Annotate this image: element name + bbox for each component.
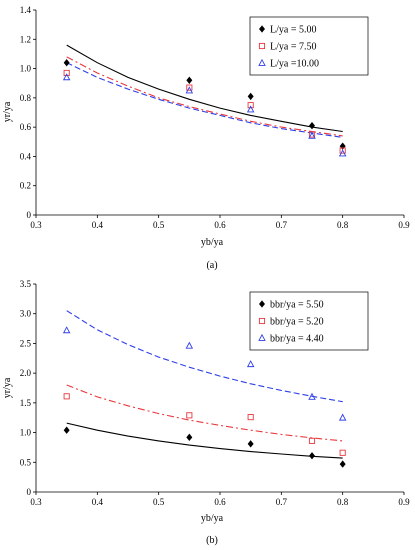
data-point — [308, 131, 316, 139]
x-tick-label: 0.7 — [276, 220, 288, 230]
legend-marker — [258, 58, 266, 66]
data-point — [339, 449, 346, 456]
data-point — [338, 149, 347, 157]
legend: bbr/ya = 5.50 bbr/ya = 5.20 bbr/ya = 4.40 — [249, 291, 369, 351]
y-tick-label: 0.2 — [20, 181, 31, 191]
legend-label: bbr/ya = 5.50 — [270, 300, 324, 311]
data-point — [246, 105, 255, 113]
data-point — [247, 92, 254, 101]
y-axis-label: yr/ya — [2, 377, 13, 398]
y-axis-label: yr/ya — [2, 101, 13, 122]
y-tick-label: 2.5 — [20, 338, 32, 348]
series-fit-line — [66, 384, 343, 442]
y-tick-label: 3.0 — [20, 309, 32, 319]
data-point — [308, 392, 316, 400]
y-tick-label: 0 — [27, 210, 32, 220]
data-point — [247, 414, 254, 421]
legend-label: L/ya = 7.50 — [270, 42, 316, 53]
x-tick-label: 0.9 — [398, 497, 410, 507]
data-point — [63, 426, 70, 434]
series-fit-line — [66, 56, 343, 137]
legend-label: L/ya = 5.00 — [270, 25, 316, 36]
data-point — [186, 84, 193, 91]
legend-marker — [259, 25, 265, 33]
y-tick-label: 1.5 — [20, 398, 32, 408]
y-tick-label: 0 — [27, 487, 32, 497]
x-tick-label: 0.5 — [153, 220, 165, 230]
y-tick-label: 1.4 — [20, 5, 32, 15]
data-point — [185, 86, 194, 94]
series-fit-line — [66, 310, 343, 403]
y-tick-label: 0.4 — [20, 151, 32, 161]
legend: L/ya = 5.00 L/ya = 7.50 L/ya =10.00 — [249, 16, 369, 76]
y-tick-label: 0.8 — [20, 93, 32, 103]
panel-label: (a) — [206, 260, 217, 271]
data-point — [246, 360, 255, 368]
legend-marker — [258, 317, 266, 325]
y-tick-label: 2.0 — [20, 368, 32, 378]
y-tick-label: 3.5 — [20, 279, 32, 289]
x-tick-label: 0.3 — [30, 497, 42, 507]
x-tick-label: 0.9 — [398, 220, 410, 230]
data-point — [186, 76, 193, 84]
data-point — [308, 437, 316, 444]
data-point — [339, 147, 346, 154]
legend-box — [249, 16, 369, 76]
x-tick-label: 0.8 — [337, 220, 349, 230]
series-fit-line — [66, 44, 343, 133]
data-point — [63, 59, 70, 67]
x-tick-label: 0.6 — [214, 497, 226, 507]
legend-marker — [259, 300, 265, 308]
chart-panel-b: 0.3 0.4 0.5 0.6 0.7 0.8 0.9 0 0.5 1.0 1.5 2.0 2.5 3.0… — [2, 279, 410, 546]
x-tick-label: 0.3 — [30, 220, 42, 230]
y-tick-label: 1.2 — [20, 34, 31, 44]
x-tick-label: 0.7 — [276, 497, 288, 507]
y-tick-label: 1.0 — [20, 64, 32, 74]
data-point — [186, 433, 193, 442]
data-point — [186, 412, 193, 419]
data-point — [247, 102, 254, 109]
y-tick-label: 1.0 — [20, 428, 32, 438]
data-point — [247, 440, 254, 448]
legend-label: L/ya =10.00 — [270, 59, 319, 70]
x-tick-label: 0.6 — [214, 220, 226, 230]
x-tick-label: 0.8 — [337, 497, 349, 507]
data-point — [309, 122, 315, 130]
data-point — [62, 73, 71, 81]
data-point — [185, 341, 194, 349]
x-axis-label: yb/ya — [201, 513, 224, 524]
data-point — [338, 413, 347, 421]
x-tick-label: 0.4 — [92, 497, 104, 507]
legend-box — [249, 291, 369, 351]
data-point — [63, 69, 70, 77]
y-tick-label: 0.5 — [20, 457, 32, 467]
panel-label: (b) — [206, 535, 218, 546]
series-fit-line — [66, 422, 343, 459]
data-point — [339, 460, 346, 468]
legend-marker — [258, 333, 266, 341]
x-axis-label: yb/ya — [201, 237, 224, 248]
legend-label: bbr/ya = 5.20 — [270, 317, 324, 328]
chart-panel-a: 0.3 0.4 0.5 0.6 0.7 0.8 0.9 0 0.2 0.4 0.6 0.8 1.0 1.2… — [2, 5, 410, 271]
data-point — [309, 452, 315, 460]
legend-label: bbr/ya = 4.40 — [270, 334, 324, 345]
y-tick-label: 0.6 — [20, 122, 32, 132]
legend-marker — [258, 42, 266, 50]
data-point — [63, 393, 70, 400]
series-fit-line — [66, 62, 343, 138]
x-tick-label: 0.5 — [153, 497, 165, 507]
x-tick-label: 0.4 — [92, 220, 104, 230]
data-point — [62, 326, 71, 334]
